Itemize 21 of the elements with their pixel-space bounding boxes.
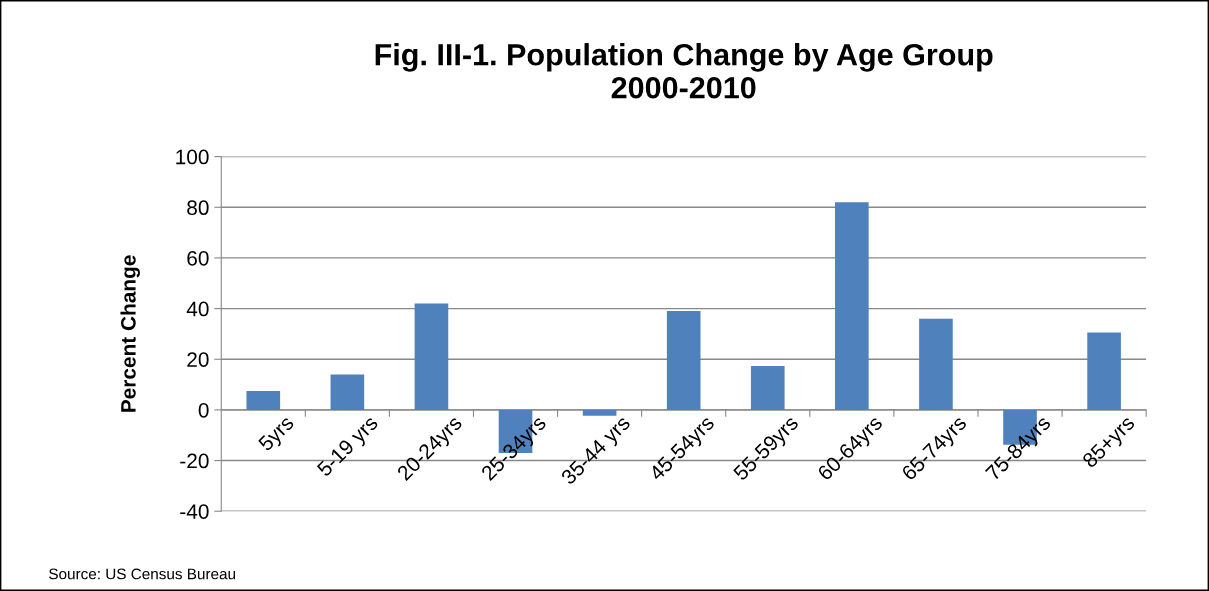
y-tick-label: 20 [187,352,209,367]
y-tick-label: 0 [198,402,209,418]
y-tick-label: -40 [180,504,209,519]
x-tick-label: 5yrs [257,414,298,455]
y-tick-label: 60 [187,250,209,266]
bar [414,303,449,410]
y-tick-label: 80 [187,200,209,216]
chart-title: Fig. III-1. Population Change by Age Group 2000-2010 [375,43,993,99]
source-note: Source: US Census Bureau [49,568,236,580]
bar [330,374,365,410]
y-tick-label: -20 [180,453,209,469]
y-tick-label: 100 [176,149,209,165]
bar [919,318,953,410]
y-tick-label: 40 [186,301,209,317]
y-axis-title: Percent Change [120,255,140,412]
bar [246,390,281,410]
bar [582,409,617,416]
bar [750,366,785,410]
bar [666,311,701,410]
bar [1087,332,1121,410]
bar [835,202,869,410]
